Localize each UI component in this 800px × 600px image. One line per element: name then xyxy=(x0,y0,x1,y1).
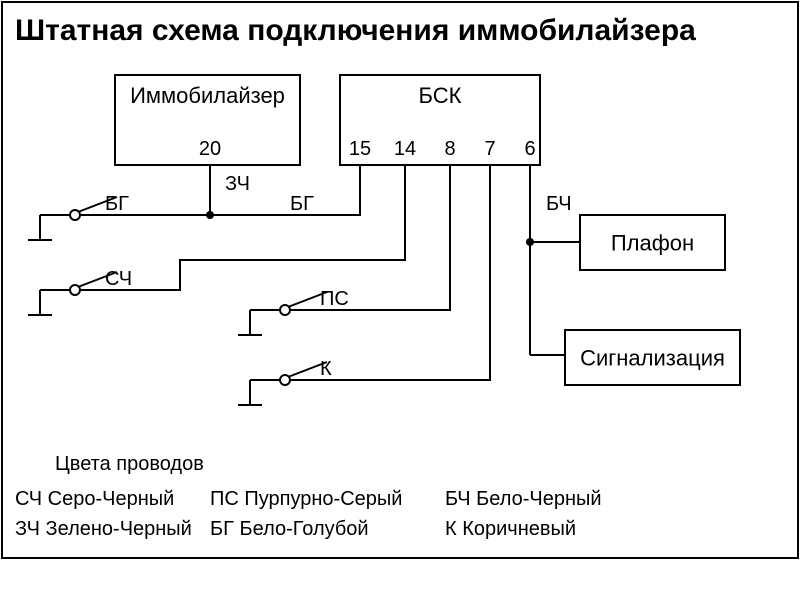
legend-item-0: СЧ Серо-Черный xyxy=(15,488,174,510)
bsk-pin-7: 7 xyxy=(484,138,495,160)
legend-item-3: БГ Бело-Голубой xyxy=(210,518,369,540)
sw-k-label: К xyxy=(320,358,332,380)
legend-item-5: К Коричневый xyxy=(445,518,576,540)
wire-ps-line xyxy=(288,165,450,310)
wire-label-zc: ЗЧ xyxy=(225,173,250,195)
junction-0 xyxy=(206,211,214,219)
immobilizer-pin-20: 20 xyxy=(199,138,221,160)
bsk-pin-14: 14 xyxy=(394,138,416,160)
diagram-title: Штатная схема подключения иммобилайзера xyxy=(15,14,696,47)
box-bsk-label: БСК xyxy=(419,83,462,108)
box-immobilizer-label: Иммобилайзер xyxy=(130,83,285,108)
box-plafon-label: Плафон xyxy=(611,231,694,256)
legend-item-1: ЗЧ Зелено-Черный xyxy=(15,518,192,540)
wire-k-line xyxy=(288,165,490,380)
box-signal-label: Сигнализация xyxy=(580,346,725,371)
bsk-pin-8: 8 xyxy=(444,138,455,160)
junction-1 xyxy=(526,238,534,246)
legend-item-4: БЧ Бело-Черный xyxy=(445,488,602,510)
wire-label-bc: БЧ xyxy=(546,193,572,215)
legend-title: Цвета проводов xyxy=(55,453,204,475)
sw-ps-label: ПС xyxy=(320,288,349,310)
bsk-pin-6: 6 xyxy=(524,138,535,160)
bsk-pin-15: 15 xyxy=(349,138,371,160)
sw-sc-label: СЧ xyxy=(105,268,132,290)
wire-label-bg2: БГ xyxy=(290,193,314,215)
sw-bg-label: БГ xyxy=(105,193,129,215)
legend-item-2: ПС Пурпурно-Серый xyxy=(210,488,402,510)
